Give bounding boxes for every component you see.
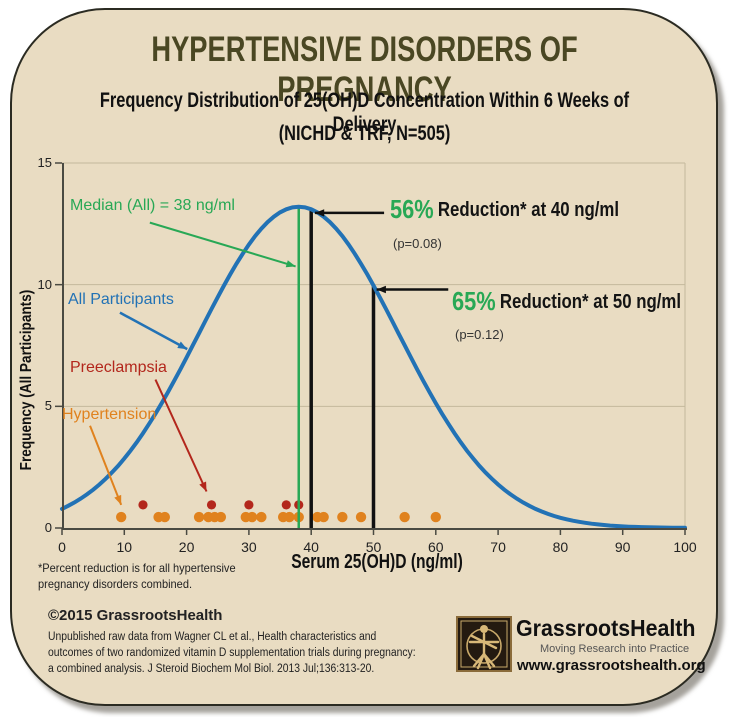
reduction-40-pvalue: (p=0.08) <box>393 236 442 251</box>
citation-line3: a combined analysis. J Steroid Biochem M… <box>48 663 375 675</box>
preeclampsia-dot <box>138 500 148 510</box>
median-arrow <box>149 221 296 268</box>
citation: Unpublished raw data from Wagner CL et a… <box>48 629 456 677</box>
reduction-50-annotation: 65% Reduction* at 50 ng/ml <box>452 286 725 317</box>
hypertension-dot <box>355 511 367 523</box>
main-title: HYPERTENSIVE DISORDERS OF PREGNANCY <box>151 30 578 109</box>
hypertension-dot <box>159 511 170 523</box>
x-tick-label-40: 40 <box>303 539 319 555</box>
x-tick-label-50: 50 <box>365 539 382 555</box>
hypertension-dot <box>256 511 267 523</box>
y-tick-label-5: 5 <box>44 398 52 414</box>
all-participants-arrow <box>119 311 188 351</box>
hypertension-dot <box>399 511 410 523</box>
footnote: *Percent reduction is for all hypertensi… <box>38 560 253 592</box>
reduction-50-arrowhead <box>376 285 386 294</box>
x-axis-label: Serum 25(OH)D (ng/ml) <box>291 551 463 573</box>
hypertension-dot <box>215 511 227 523</box>
x-tick-label-0: 0 <box>58 539 66 555</box>
hypertension-dot <box>193 511 205 523</box>
plot-axes <box>62 163 687 530</box>
preeclampsia-dot <box>244 500 254 510</box>
x-tick-label-30: 30 <box>241 539 257 555</box>
reduction-40-arrowhead <box>314 209 325 217</box>
x-tick-label-20: 20 <box>178 539 195 555</box>
x-tick-label-10: 10 <box>116 539 133 555</box>
brand-tagline: Moving Research into Practice <box>540 643 690 655</box>
preeclampsia-label: Preeclampsia <box>70 359 167 376</box>
footnote-line1: *Percent reduction is for all hypertensi… <box>38 561 236 575</box>
hypertension-arrowhead <box>114 494 122 505</box>
reduction-40-annotation: 56% Reduction* at 40 ng/ml <box>390 194 663 225</box>
hypertension-label: Hypertension <box>62 406 157 423</box>
chart-subtitle-line1: Frequency Distribution of 25(OH)D Concen… <box>99 89 630 136</box>
grassrootshealth-logo-icon <box>456 616 512 672</box>
hypertension-dot <box>337 511 348 523</box>
reduction-40-text: Reduction* at 40 ng/ml <box>437 199 620 221</box>
brand-name: GrassrootsHealth <box>516 615 696 641</box>
footnote-line2: pregnancy disorders combined. <box>38 577 193 591</box>
hypertension-dot <box>284 511 295 523</box>
citation-line2: outcomes of two randomized vitamin D sup… <box>48 647 416 659</box>
distribution-curve <box>60 204 687 530</box>
reduction-50-pvalue: (p=0.12) <box>455 327 504 342</box>
reduction-50-percent: 65% <box>452 286 496 316</box>
hypertension-dot <box>246 511 258 523</box>
preeclampsia-arrow <box>154 379 208 492</box>
y-tick-label-15: 15 <box>37 155 52 170</box>
x-tick-label-70: 70 <box>490 539 506 555</box>
median-arrowhead <box>285 260 296 268</box>
hypertension-dot <box>115 511 127 523</box>
preeclampsia-dot <box>206 500 217 510</box>
all-participants-label: All Participants <box>68 291 174 308</box>
x-tick-label-80: 80 <box>552 539 569 555</box>
hypertension-dot <box>318 511 329 523</box>
preeclampsia-arrowhead <box>199 481 207 492</box>
reduction-40-percent: 56% <box>390 194 434 224</box>
chart-subtitle-line2: (NICHD & TRF, N=505) <box>278 122 451 145</box>
hypertension-dot <box>430 511 441 523</box>
brand-url: www.grassrootshealth.org <box>517 657 706 674</box>
median-annotation-label: Median (All) = 38 ng/ml <box>70 197 235 214</box>
copyright: ©2015 GrassrootsHealth <box>48 607 223 624</box>
hypertension-arrow <box>89 425 123 506</box>
preeclampsia-dot <box>281 500 291 510</box>
y-axis-label: Frequency (All Participants) <box>18 289 35 471</box>
citation-line1: Unpublished raw data from Wagner CL et a… <box>48 631 377 643</box>
y-tick-label-10: 10 <box>37 276 52 292</box>
reduction-50-text: Reduction* at 50 ng/ml <box>499 291 682 313</box>
x-tick-label-100: 100 <box>673 539 697 555</box>
x-tick-label-60: 60 <box>428 539 444 555</box>
y-tick-label-0: 0 <box>44 520 52 535</box>
x-tick-label-90: 90 <box>614 539 631 555</box>
all-participants-arrowhead <box>177 341 188 350</box>
infographic-card <box>10 8 718 706</box>
